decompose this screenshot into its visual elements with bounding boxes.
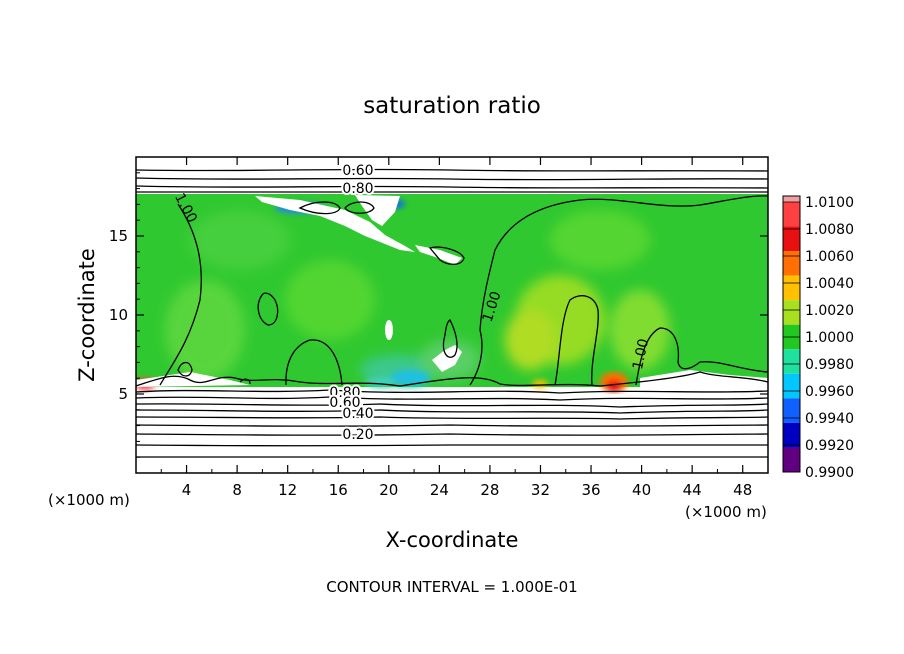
x-tick-label: 20	[379, 481, 398, 499]
x-tick-label: 24	[430, 481, 449, 499]
y-axis-label: Z-coordinate	[75, 248, 99, 382]
contour-labels: 0.60 0.80 1.00 1.00 1.00 0.80 0.60 0.40 …	[171, 161, 652, 445]
colorbar-label: 1.0040	[805, 276, 854, 292]
colorbar-swatch	[783, 275, 800, 301]
colorbar-label: 0.9940	[805, 411, 854, 427]
contour-label-060-top: 0.60	[342, 163, 373, 179]
colorbar-swatch	[783, 447, 800, 472]
colorbar-swatch	[783, 349, 800, 374]
x-tick-label: 16	[329, 481, 348, 499]
colorbar-label: 1.0100	[805, 195, 854, 211]
contour-label-020-bottom: 0.20	[342, 427, 373, 443]
contour-interval-note: CONTOUR INTERVAL = 1.000E-01	[326, 578, 577, 596]
x-tick-label: 8	[232, 481, 242, 499]
colorbar-label: 1.0000	[805, 330, 854, 346]
plot-area: 0.60 0.80 1.00 1.00 1.00 0.80 0.60 0.40 …	[136, 161, 768, 459]
x-tick-label: 44	[683, 481, 702, 499]
saturation-field	[136, 194, 768, 392]
colorbar-swatch	[783, 251, 800, 276]
colorbar-swatch	[783, 300, 800, 325]
x-tick-label: 4	[182, 481, 192, 499]
x-axis-label: X-coordinate	[386, 528, 519, 552]
x-tick-label: 28	[480, 481, 499, 499]
x-axis-ticks: 4 8 12 16 20 24 28 32 36 40 44 48	[160, 157, 752, 499]
x-unit-note: (×1000 m)	[685, 503, 767, 521]
colorbar-swatch-end	[783, 468, 800, 472]
contour-label-080-bottom: 0.80	[329, 385, 360, 401]
x-tick-label: 36	[581, 481, 600, 499]
contour-label-040-bottom: 0.40	[342, 406, 373, 422]
x-tick-label: 12	[278, 481, 297, 499]
colorbar-label: 0.9920	[805, 438, 854, 454]
colorbar-swatch	[783, 196, 800, 202]
y-tick-label: 10	[109, 306, 128, 324]
x-tick-label: 32	[531, 481, 550, 499]
y-tick-label: 5	[118, 385, 128, 403]
y-unit-note: (×1000 m)	[48, 491, 130, 509]
contour-label-100-right: 1.00	[630, 337, 652, 371]
colorbar-swatch	[783, 398, 800, 423]
colorbar: 1.0100 1.0080 1.0060 1.0040 1.0020 1.0000 0.99…	[782, 195, 854, 481]
colorbar-swatch	[783, 422, 800, 448]
contour-label-080-top: 0.80	[342, 181, 373, 197]
colorbar-label: 1.0020	[805, 303, 854, 319]
colorbar-swatch	[783, 226, 800, 252]
colorbar-label: 1.0060	[805, 249, 854, 265]
colorbar-label: 1.0080	[805, 222, 854, 238]
y-tick-label: 15	[109, 227, 128, 245]
contour-label-060-bottom: 0.60	[329, 395, 360, 411]
colorbar-label: 0.9960	[805, 384, 854, 400]
y-axis-ticks: 5 10 15	[109, 172, 768, 458]
chart-title: saturation ratio	[363, 93, 541, 119]
colorbar-swatch	[783, 202, 800, 227]
x-tick-label: 40	[632, 481, 651, 499]
colorbar-swatch	[783, 373, 800, 399]
colorbar-label: 0.9900	[805, 465, 854, 481]
colorbar-label: 0.9980	[805, 357, 854, 373]
x-tick-label: 48	[733, 481, 752, 499]
